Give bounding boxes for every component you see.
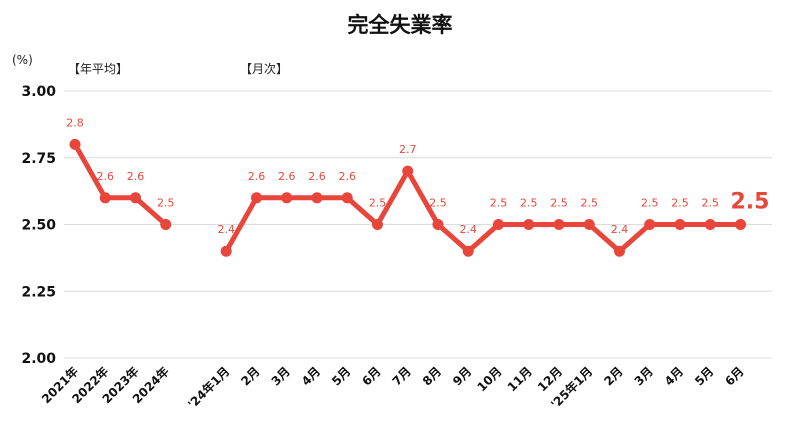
data-point [69,138,81,150]
data-label: 2.8 [66,116,84,129]
series-line [223,168,743,254]
data-label: 2.5 [581,197,599,210]
x-tick-label: 2月 [601,364,625,388]
x-tick-label: 10月 [474,364,504,394]
x-tick-label: 4月 [299,364,323,388]
y-tick-label: 2.50 [21,218,56,234]
data-label: 2.6 [308,170,326,183]
x-tick-label: 5月 [329,364,353,388]
x-tick-label: 7月 [390,364,414,388]
y-tick-label: 3.00 [21,84,56,100]
x-tick-label: 3月 [632,364,656,388]
data-point [644,219,656,230]
x-tick-label: 11月 [505,364,535,394]
x-tick-label: 3月 [269,364,293,388]
data-point [251,192,262,204]
x-tick-label: 2月 [238,364,262,388]
data-label: 2.5 [157,197,175,210]
data-point [341,192,353,204]
y-tick-label: 2.00 [21,351,56,367]
data-point [704,219,716,230]
data-label: 2.5 [369,197,387,210]
data-label: 2.5 [550,197,568,210]
data-label: 2.4 [460,223,478,236]
data-point [614,245,625,257]
x-tick-label: 8月 [420,364,444,388]
data-label: 2.5 [702,197,720,210]
data-point [583,219,595,230]
x-tick-label: 6月 [359,364,383,388]
latest-value-label: 2.5 [731,190,770,215]
data-point [130,192,141,204]
data-label: 2.4 [611,223,629,236]
data-point [674,219,686,230]
data-point [402,165,414,177]
chart-title: 完全失業率 [348,13,453,37]
data-point [735,219,746,230]
data-labels: 2.8 2.6 2.6 2.5 2.4 2.6 2.6 2.6 2.6 2.5 2.7 2.5 2.4 2… [66,116,769,236]
annual-section-label: 【年平均】 [68,62,128,76]
y-tick-label: 2.25 [21,284,56,300]
series-line [72,141,169,227]
grid [64,90,772,359]
x-tick-label: '24年1月 [184,364,232,412]
data-label: 2.5 [490,197,508,210]
y-unit-label: (%) [12,53,33,67]
x-tick-label: 9月 [450,364,474,388]
data-point [311,192,323,204]
data-label: 2.6 [127,170,145,183]
data-point [220,245,232,257]
data-points [69,138,746,257]
data-label: 2.6 [339,170,357,183]
data-point [462,245,474,257]
data-label: 2.5 [671,197,689,210]
data-label: 2.5 [520,197,538,210]
data-label: 2.5 [429,197,447,210]
data-label: 2.5 [641,197,659,210]
data-label: 2.7 [399,143,417,156]
data-label: 2.6 [97,170,115,183]
data-point [493,219,504,230]
data-point [553,219,565,230]
y-tick-label: 2.75 [21,151,56,167]
data-point [432,219,444,230]
data-point [372,219,383,230]
data-label: 2.6 [248,170,266,183]
data-point [160,219,172,230]
data-point [523,219,535,230]
data-label: 2.4 [218,223,236,236]
monthly-section-label: 【月次】 [240,62,288,76]
x-tick-label: 4月 [662,364,686,388]
data-label: 2.6 [278,170,296,183]
y-axis: 3.00 2.75 2.50 2.25 2.00 [21,84,56,367]
x-tick-label: 5月 [692,364,716,388]
data-point [281,192,293,204]
data-point [99,192,111,204]
x-tick-label: 6月 [722,364,746,388]
